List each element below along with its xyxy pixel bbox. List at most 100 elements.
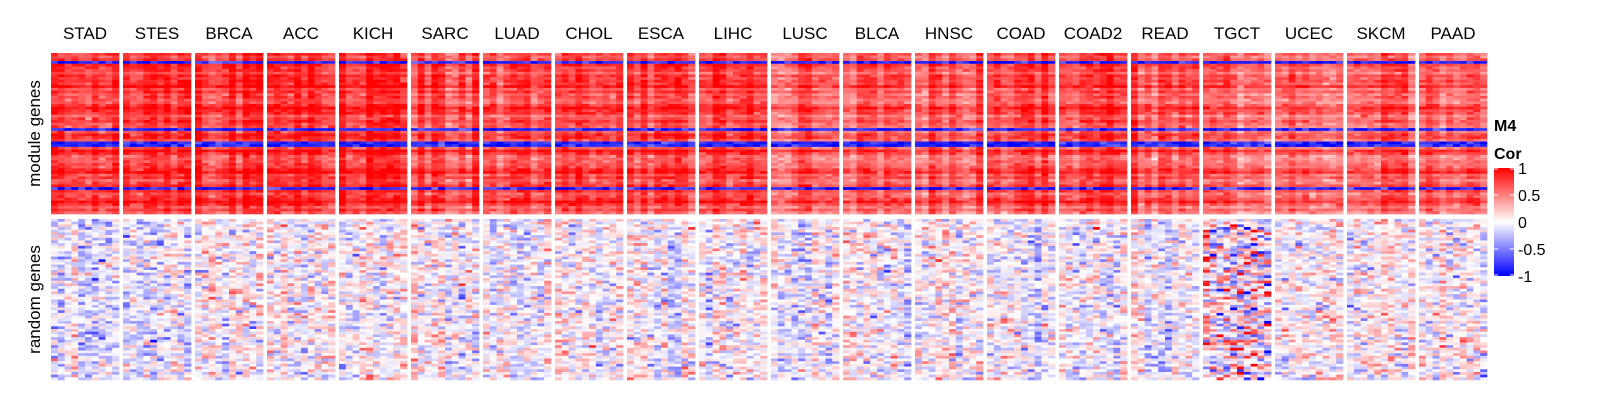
heatmap-cell — [171, 340, 178, 343]
heatmap-cell — [164, 144, 171, 147]
heatmap-cell — [209, 375, 216, 378]
heatmap-cell — [51, 150, 58, 153]
heatmap-cell — [236, 337, 243, 340]
heatmap-cell — [321, 179, 328, 182]
heatmap-cell — [130, 166, 137, 169]
heatmap-cell — [301, 235, 308, 238]
heatmap-cell — [112, 155, 119, 158]
heatmap-cell — [315, 128, 322, 131]
heatmap-cell — [243, 324, 250, 327]
heatmap-cell — [321, 174, 328, 177]
heatmap-cell — [58, 72, 65, 75]
heatmap-cell — [373, 64, 380, 67]
heatmap-cell — [353, 53, 360, 56]
heatmap-cell — [157, 203, 164, 206]
heatmap-cell — [51, 91, 58, 94]
heatmap-cell — [195, 369, 202, 372]
heatmap-cell — [78, 69, 85, 72]
heatmap-cell — [171, 155, 178, 158]
heatmap-cell — [58, 359, 65, 362]
heatmap-cell — [301, 195, 308, 198]
heatmap-cell — [287, 176, 294, 179]
heatmap-cell — [274, 222, 281, 225]
heatmap-cell — [164, 104, 171, 107]
heatmap-cell — [308, 93, 315, 96]
heatmap-cell — [99, 270, 106, 273]
heatmap-cell — [164, 345, 171, 348]
heatmap-cell — [51, 356, 58, 359]
heatmap-cell — [99, 251, 106, 254]
heatmap-cell — [99, 107, 106, 110]
heatmap-cell — [274, 147, 281, 150]
heatmap-cell — [202, 99, 209, 102]
heatmap-cell — [65, 120, 72, 123]
heatmap-cell — [274, 310, 281, 313]
heatmap-cell — [65, 182, 72, 185]
heatmap-cell — [359, 230, 366, 233]
heatmap-cell — [294, 227, 301, 230]
heatmap-cell — [177, 342, 184, 345]
heatmap-cell — [256, 230, 263, 233]
heatmap-cell — [92, 321, 99, 324]
heatmap-cell — [51, 324, 58, 327]
heatmap-cell — [137, 286, 144, 289]
heatmap-cell — [112, 235, 119, 238]
heatmap-cell — [78, 125, 85, 128]
heatmap-cell — [177, 101, 184, 104]
heatmap-cell — [249, 254, 256, 257]
heatmap-cell — [249, 85, 256, 88]
heatmap-cell — [274, 238, 281, 241]
heatmap-cell — [51, 340, 58, 343]
heatmap-cell — [346, 240, 353, 243]
heatmap-cell — [177, 125, 184, 128]
heatmap-cell — [65, 316, 72, 319]
heatmap-cell — [256, 77, 263, 80]
heatmap-cell — [328, 155, 335, 158]
heatmap-cell — [294, 120, 301, 123]
heatmap-cell — [215, 61, 222, 64]
heatmap-cell — [150, 150, 157, 153]
heatmap-cell — [249, 74, 256, 77]
heatmap-cell — [209, 222, 216, 225]
heatmap-cell — [123, 61, 130, 64]
heatmap-cell — [281, 142, 288, 145]
heatmap-cell — [105, 198, 112, 201]
heatmap-cell — [294, 243, 301, 246]
heatmap-cell — [229, 232, 236, 235]
heatmap-cell — [308, 139, 315, 142]
heatmap-cell — [256, 74, 263, 77]
heatmap-cell — [65, 93, 72, 96]
heatmap-cell — [65, 203, 72, 206]
heatmap-cell — [184, 139, 191, 142]
heatmap-cell — [184, 329, 191, 332]
heatmap-cell — [92, 104, 99, 107]
heatmap-cell — [195, 321, 202, 324]
heatmap-cell — [164, 152, 171, 155]
heatmap-cell — [209, 147, 216, 150]
heatmap-cell — [321, 267, 328, 270]
heatmap-cell — [171, 203, 178, 206]
heatmap-cell — [256, 190, 263, 193]
heatmap-cell — [274, 243, 281, 246]
heatmap-cell — [150, 369, 157, 372]
heatmap-cell — [236, 83, 243, 86]
heatmap-cell — [177, 58, 184, 61]
heatmap-cell — [294, 291, 301, 294]
heatmap-cell — [130, 243, 137, 246]
heatmap-cell — [243, 198, 250, 201]
heatmap-cell — [78, 74, 85, 77]
heatmap-cell — [229, 209, 236, 212]
heatmap-cell — [105, 96, 112, 99]
heatmap-cell — [243, 332, 250, 335]
heatmap-cell — [321, 297, 328, 300]
heatmap-cell — [256, 99, 263, 102]
heatmap-cell — [209, 201, 216, 204]
heatmap-cell — [51, 286, 58, 289]
heatmap-cell — [321, 77, 328, 80]
heatmap-cell — [143, 66, 150, 69]
heatmap-cell — [99, 72, 106, 75]
heatmap-cell — [164, 334, 171, 337]
heatmap-cell — [256, 377, 263, 380]
heatmap-cell — [202, 353, 209, 356]
heatmap-cell — [321, 224, 328, 227]
